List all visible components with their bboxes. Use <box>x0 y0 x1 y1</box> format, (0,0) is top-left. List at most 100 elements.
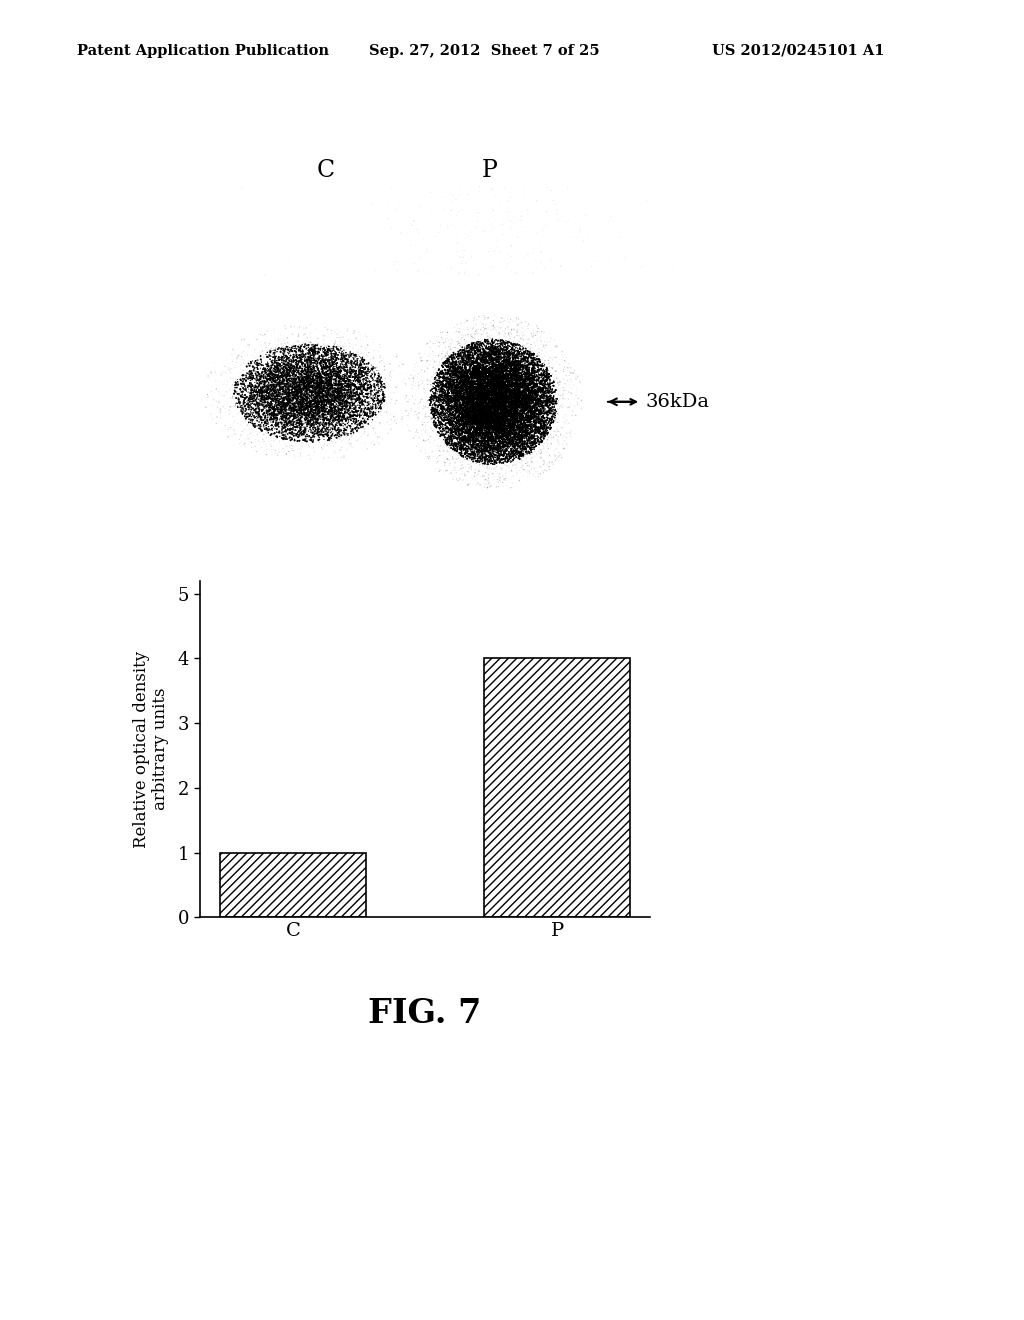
Point <box>467 384 483 405</box>
Point <box>482 389 499 411</box>
Point <box>481 346 498 367</box>
Point <box>483 363 500 384</box>
Point <box>443 391 460 412</box>
Point <box>365 358 381 379</box>
Point <box>473 363 489 384</box>
Point <box>495 330 511 351</box>
Point <box>435 388 452 409</box>
Point <box>271 371 288 392</box>
Point <box>489 389 506 411</box>
Point <box>295 360 311 381</box>
Point <box>470 362 486 383</box>
Point <box>251 401 267 422</box>
Point <box>278 436 294 457</box>
Point <box>472 395 488 416</box>
Point <box>471 358 487 379</box>
Point <box>502 372 518 393</box>
Point <box>300 379 316 400</box>
Point <box>518 417 535 438</box>
Point <box>352 396 369 417</box>
Point <box>454 387 470 408</box>
Point <box>302 392 318 413</box>
Point <box>282 389 298 411</box>
Point <box>264 393 281 414</box>
Point <box>542 381 558 403</box>
Point <box>330 405 346 426</box>
Point <box>321 364 337 385</box>
Point <box>506 346 522 367</box>
Point <box>507 376 523 397</box>
Point <box>273 385 290 407</box>
Point <box>524 404 541 425</box>
Point <box>504 380 520 401</box>
Point <box>513 414 529 436</box>
Point <box>337 401 353 422</box>
Point <box>299 374 315 395</box>
Point <box>564 405 581 426</box>
Point <box>522 411 539 432</box>
Point <box>325 400 341 421</box>
Point <box>249 380 265 401</box>
Point <box>513 393 529 414</box>
Point <box>334 378 350 399</box>
Point <box>479 445 496 466</box>
Point <box>300 363 316 384</box>
Point <box>264 368 281 389</box>
Point <box>506 432 522 453</box>
Point <box>438 387 455 408</box>
Point <box>480 414 497 436</box>
Point <box>482 399 499 420</box>
Point <box>278 421 294 442</box>
Point <box>471 414 487 436</box>
Point <box>327 404 343 425</box>
Point <box>470 384 486 405</box>
Point <box>228 378 245 399</box>
Point <box>485 405 502 426</box>
Point <box>464 351 480 372</box>
Point <box>485 360 502 381</box>
Point <box>471 404 487 425</box>
Point <box>378 375 394 396</box>
Point <box>477 426 494 447</box>
Point <box>516 392 532 413</box>
Point <box>454 337 470 358</box>
Point <box>287 341 303 362</box>
Point <box>354 393 371 414</box>
Point <box>518 383 535 404</box>
Point <box>477 429 494 450</box>
Point <box>474 405 490 426</box>
Point <box>508 403 524 424</box>
Point <box>546 330 562 351</box>
Point <box>472 400 488 421</box>
Point <box>490 399 507 420</box>
Point <box>531 387 548 408</box>
Point <box>500 379 516 400</box>
Point <box>284 376 300 397</box>
Point <box>489 433 506 454</box>
Point <box>477 317 494 338</box>
Point <box>447 355 464 376</box>
Point <box>450 418 466 440</box>
Point <box>508 411 524 432</box>
Point <box>313 384 330 405</box>
Point <box>298 388 314 409</box>
Point <box>494 351 510 372</box>
Point <box>465 358 481 379</box>
Point <box>461 362 477 383</box>
Point <box>502 426 518 447</box>
Point <box>479 399 496 420</box>
Point <box>370 342 386 363</box>
Point <box>511 459 527 480</box>
Point <box>297 380 313 401</box>
Point <box>484 420 501 441</box>
Point <box>268 346 285 367</box>
Point <box>310 378 327 399</box>
Point <box>499 366 515 387</box>
Point <box>328 351 344 372</box>
Point <box>482 411 499 432</box>
Point <box>324 385 340 407</box>
Point <box>292 445 308 466</box>
Point <box>471 388 487 409</box>
Point <box>503 420 519 441</box>
Point <box>329 348 345 370</box>
